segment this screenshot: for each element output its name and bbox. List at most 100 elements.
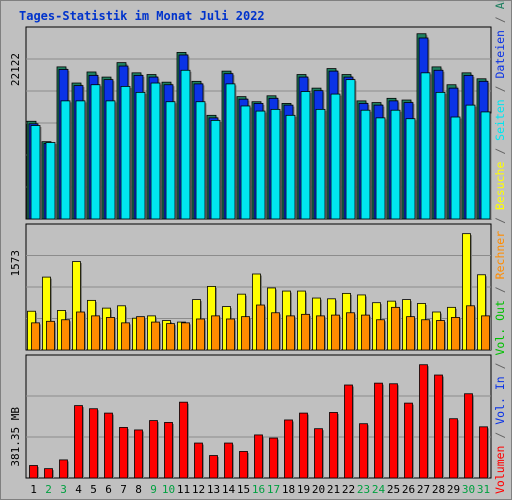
bar-seiten-day-10 [165, 101, 176, 220]
bar-rechner-day-14 [226, 318, 235, 351]
bar-rechner-day-10 [166, 323, 175, 351]
bar-seiten-day-19 [300, 91, 311, 220]
bar-seiten-day-25 [390, 109, 401, 220]
x-tick-label: 15 [237, 483, 250, 496]
legend-entry: / [493, 356, 507, 377]
bar-volumen-day-25 [389, 383, 398, 479]
x-tick-label: 22 [342, 483, 355, 496]
right-legend: Volumen / Vol. In / Vol. Out / Rechner /… [493, 0, 507, 494]
x-tick-label: 5 [90, 483, 97, 496]
legend-entry: Vol. Out [493, 300, 507, 355]
bar-seiten-day-27 [420, 72, 431, 220]
bar-volumen-day-12 [194, 442, 203, 479]
bar-seiten-day-11 [180, 69, 191, 220]
bar-volumen-day-30 [464, 393, 473, 479]
bar-rechner-day-13 [211, 315, 220, 351]
bar-volumen-day-13 [209, 455, 218, 479]
x-tick-label: 13 [207, 483, 220, 496]
x-tick-label: 26 [402, 483, 415, 496]
bar-volumen-day-9 [149, 420, 158, 479]
bar-volumen-day-21 [329, 412, 338, 479]
bar-rechner-day-28 [436, 320, 445, 351]
bar-seiten-day-21 [330, 93, 341, 220]
y-tick-label: 1573 [9, 250, 22, 277]
bar-seiten-day-22 [345, 79, 356, 220]
legend-text: Volumen / Vol. In / Vol. Out / Rechner /… [493, 0, 507, 494]
bar-rechner-day-4 [76, 311, 85, 351]
bar-seiten-day-1 [30, 125, 41, 220]
legend-entry: Dateien [493, 30, 507, 78]
bar-rechner-day-15 [241, 316, 250, 351]
bar-rechner-day-17 [271, 312, 280, 351]
bar-rechner-day-30 [466, 305, 475, 351]
bar-volumen-day-4 [74, 405, 83, 479]
bar-rechner-day-16 [256, 304, 265, 351]
bar-rechner-day-8 [136, 316, 145, 351]
bar-rechner-day-21 [331, 314, 340, 351]
bar-rechner-day-2 [46, 320, 55, 351]
bar-seiten-day-17 [270, 108, 281, 220]
bar-rechner-day-24 [376, 319, 385, 351]
x-tick-label: 21 [327, 483, 340, 496]
x-tick-label: 12 [192, 483, 205, 496]
x-tick-label: 3 [60, 483, 67, 496]
legend-entry: Besuche [493, 162, 507, 211]
x-tick-label: 1 [30, 483, 37, 496]
bar-seiten-day-12 [195, 101, 206, 220]
bar-rechner-day-3 [61, 319, 70, 351]
bar-volumen-day-8 [134, 429, 143, 479]
bar-seiten-day-23 [360, 109, 371, 220]
y-tick-label: 381.35 MB [9, 407, 22, 467]
x-tick-label: 25 [387, 483, 400, 496]
bar-volumen-day-7 [119, 427, 128, 479]
x-tick-label: 27 [417, 483, 430, 496]
legend-entry: Anfragen [493, 0, 507, 9]
legend-entry: / [493, 141, 507, 162]
panel-middle: 1573 [9, 223, 492, 351]
x-tick-label: 4 [75, 483, 82, 496]
x-tick-label: 6 [105, 483, 112, 496]
legend-entry: Seiten [493, 99, 507, 141]
bar-volumen-day-2 [44, 468, 53, 479]
bar-volumen-day-15 [239, 451, 248, 479]
bar-volumen-day-16 [254, 434, 263, 479]
bar-volumen-day-14 [224, 442, 233, 479]
bar-rechner-day-7 [121, 322, 130, 351]
x-tick-label: 11 [177, 483, 190, 496]
bar-seiten-day-20 [315, 108, 326, 220]
x-tick-label: 28 [432, 483, 445, 496]
bar-seiten-day-16 [255, 110, 266, 220]
bar-volumen-day-1 [29, 465, 38, 479]
x-tick-label: 29 [447, 483, 460, 496]
bar-volumen-day-3 [59, 459, 68, 479]
chart-panels: 22122 1573 381.35 MB [9, 26, 492, 479]
bar-volumen-day-5 [89, 408, 98, 479]
bar-rechner-day-20 [316, 315, 325, 351]
bar-volumen-day-18 [284, 419, 293, 479]
bar-rechner-day-5 [91, 315, 100, 351]
bar-rechner-day-12 [196, 318, 205, 351]
bar-seiten-day-3 [60, 100, 71, 220]
legend-entry: / [493, 9, 507, 30]
bar-seiten-day-2 [45, 142, 56, 220]
legend-entry: / [493, 425, 507, 446]
bar-volumen-day-23 [359, 423, 368, 479]
bar-volumen-day-19 [299, 412, 308, 479]
bar-rechner-day-18 [286, 315, 295, 351]
legend-entry: Vol. In [493, 376, 507, 424]
bar-volumen-day-22 [344, 384, 353, 479]
bar-seiten-day-18 [285, 114, 296, 220]
legend-entry: Volumen [493, 446, 507, 494]
bar-rechner-day-25 [391, 306, 400, 351]
bar-rechner-day-1 [31, 322, 40, 351]
bar-rechner-day-26 [406, 316, 415, 351]
x-tick-label: 16 [252, 483, 265, 496]
bar-volumen-day-28 [434, 374, 443, 479]
bar-rechner-day-22 [346, 312, 355, 351]
panel-bottom: 381.35 MB [9, 354, 492, 479]
chart-title: Tages-Statistik im Monat Juli 2022 [19, 9, 265, 23]
x-tick-label: 14 [222, 483, 236, 496]
bar-volumen-day-17 [269, 437, 278, 479]
bar-seiten-day-30 [465, 104, 476, 220]
